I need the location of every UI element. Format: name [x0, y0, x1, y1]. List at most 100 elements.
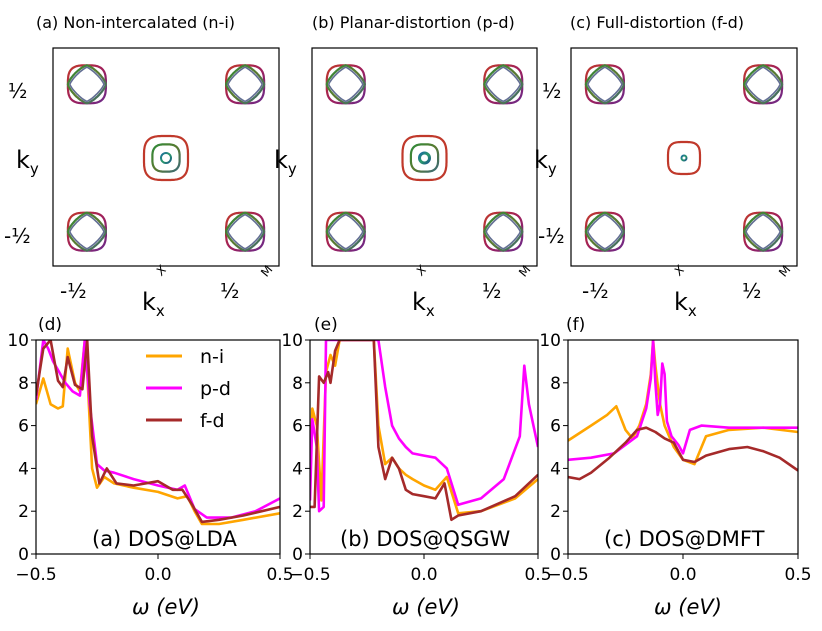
x-point-label: X: [153, 262, 170, 279]
x-point-label: X: [413, 262, 430, 279]
dos-annotation: (a) DOS@LDA: [92, 527, 237, 551]
gamma-pocket-inner: [160, 152, 172, 164]
fermi-contours: [66, 64, 266, 252]
y-tick-label: 6: [18, 417, 29, 437]
gamma-pocket-outer: [666, 140, 702, 176]
fermi-pocket-inner: [325, 211, 366, 252]
ky-axis-label: ky: [274, 146, 297, 178]
fermi-pocket-outer: [66, 211, 107, 252]
y-tick-label: 2: [292, 502, 303, 522]
dos-series-group: [568, 340, 798, 481]
kx-ticklabel-half: ½: [742, 279, 761, 303]
fermi-pocket-outer: [483, 64, 524, 105]
fermi-contours: [584, 64, 784, 252]
dos-ticks: 0 2 4 6 8 10 −0.5 0.0 0.5: [7, 331, 293, 585]
y-tick-label: 0: [292, 545, 303, 565]
fermi-panel-frame: [52, 47, 280, 267]
kx-axis-label: kx: [142, 288, 165, 320]
fermi-panel-title: (c) Full-distortion (f-d): [570, 13, 744, 32]
dos-panel-qsgw: (e) 0 2 4 6 8 10 −0.5 0.0 0.5 (b) DOS@QSGW ω (eV…: [281, 315, 551, 619]
ky-ticklabel-half: ½: [542, 79, 561, 103]
dos-plot-frame: [567, 339, 799, 555]
gamma-pocket-outer: [401, 134, 448, 182]
x-tick-label: 0.5: [266, 565, 293, 585]
m-point-label: M: [516, 263, 533, 280]
kx-axis-label: kx: [412, 288, 435, 320]
fermi-pocket-inner: [224, 211, 266, 252]
fermi-pocket-inner: [66, 64, 108, 105]
kx-ticklabel-half: ½: [220, 279, 239, 303]
dos-xlabel: ω (eV): [392, 595, 460, 619]
fermi-pocket-outer: [743, 64, 784, 105]
fermi-pocket-band: [327, 213, 364, 250]
x-tick-label: 0.0: [144, 565, 171, 585]
dos-annotation: (c) DOS@DMFT: [604, 527, 765, 551]
x-tick-label: −0.5: [547, 565, 588, 585]
fermi-pocket-band: [227, 66, 263, 103]
dos-line-p-d: [310, 340, 538, 513]
y-tick-label: 10: [281, 331, 303, 351]
fermi-pocket-band: [745, 66, 781, 103]
fermi-pocket-outer: [584, 64, 625, 105]
fermi-pocket-inner: [325, 64, 366, 105]
x-tick-label: −0.5: [15, 565, 56, 585]
x-tick-label: 0.5: [524, 565, 551, 585]
ky-ticklabel-minus-half: -½: [4, 224, 31, 248]
fermi-pocket-band: [587, 213, 623, 250]
y-tick-label: 8: [18, 374, 29, 394]
dos-ticks: 0 2 4 6 8 10 −0.5 0.0 0.5: [539, 331, 811, 585]
y-tick-label: 8: [292, 374, 303, 394]
fermi-pocket-band: [227, 213, 263, 250]
dos-annotation: (b) DOS@QSGW: [340, 527, 511, 551]
fermi-panel-frame: [311, 47, 538, 267]
dos-plot-frame: [309, 339, 539, 555]
fermi-pocket-inner: [224, 64, 266, 105]
dos-panel-label: (e): [314, 315, 338, 335]
fermi-surface-panel-a: (a) Non-intercalated (n-i) ½ -½ ky -½ ½ …: [4, 13, 280, 320]
kx-ticklabel-minus-half: -½: [582, 279, 609, 303]
fermi-pocket-band: [587, 66, 623, 103]
dos-line-p-d: [568, 340, 798, 462]
fermi-contours: [325, 64, 524, 252]
fermi-pocket-outer: [325, 211, 366, 252]
fermi-pocket-outer: [483, 211, 524, 252]
dos-line-n-i: [568, 340, 798, 466]
dos-xlabel: ω (eV): [132, 595, 200, 619]
fermi-pocket-band: [485, 213, 522, 250]
y-tick-label: 6: [292, 417, 303, 437]
dos-line-n-i: [36, 340, 280, 526]
fermi-pocket-band: [745, 213, 781, 250]
x-tick-label: 0.5: [784, 565, 811, 585]
fermi-pocket-outer: [225, 211, 266, 252]
fermi-pocket-inner: [584, 211, 626, 252]
fermi-pocket-inner: [483, 64, 524, 105]
fermi-pocket-band: [69, 213, 105, 250]
dos-series-group: [36, 340, 280, 526]
fermi-pocket-inner: [66, 211, 108, 252]
fermi-pocket-inner: [584, 64, 626, 105]
fermi-pocket-band: [69, 66, 105, 103]
fermi-panel-frame: [570, 47, 798, 267]
fermi-pocket-outer: [584, 211, 625, 252]
fermi-pocket-outer: [66, 64, 107, 105]
y-tick-label: 4: [550, 459, 561, 479]
dos-panel-label: (d): [38, 315, 62, 335]
y-tick-label: 2: [18, 502, 29, 522]
fermi-pocket-outer: [743, 211, 784, 252]
gamma-pocket-inner: [680, 154, 688, 162]
ky-ticklabel-half: ½: [8, 79, 27, 103]
fermi-pocket-inner: [742, 211, 784, 252]
x-tick-label: −0.5: [289, 565, 330, 585]
y-tick-label: 0: [18, 545, 29, 565]
fermi-pocket-inner: [483, 211, 524, 252]
dos-plot-frame: [35, 339, 281, 555]
fermi-pocket-outer: [325, 64, 366, 105]
ky-ticklabel-minus-half: -½: [538, 224, 565, 248]
gamma-pocket-inner: [418, 151, 431, 165]
kx-axis-label: kx: [674, 288, 697, 320]
m-point-label: M: [258, 263, 275, 280]
gamma-pocket-middle: [151, 143, 181, 173]
y-tick-label: 6: [550, 417, 561, 437]
x-tick-label: 0.0: [410, 565, 437, 585]
